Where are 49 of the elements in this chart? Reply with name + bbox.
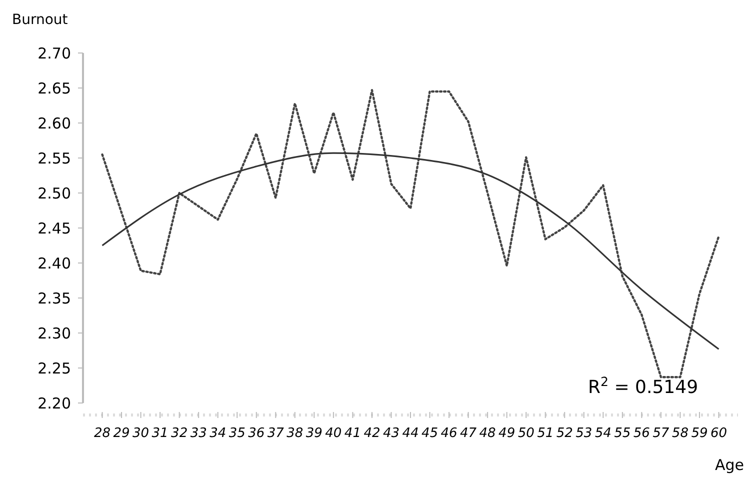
y-tick-label: 2.65 — [38, 79, 71, 98]
x-tick-label: 31 — [152, 426, 168, 441]
y-tick-label: 2.45 — [38, 219, 71, 238]
y-tick-label: 2.30 — [38, 324, 71, 342]
line-series — [101, 89, 720, 378]
x-tick-label: 43 — [382, 426, 400, 441]
x-tick-label: 51 — [537, 426, 554, 441]
annotation: R$^{2}$ = 0.5149 — [588, 374, 698, 398]
x-tick-label: 46 — [440, 426, 458, 441]
y-tick-label: 2.55 — [38, 149, 71, 168]
x-tick-label: 47 — [460, 426, 478, 441]
y-tick-label: 2.25 — [38, 359, 71, 378]
y-tick-label: 2.40 — [38, 254, 71, 272]
x-tick-label: 33 — [190, 426, 207, 441]
y-tick-label: 2.20 — [38, 394, 71, 412]
x-tick-label: 50 — [518, 426, 534, 441]
x-tick-label: 39 — [306, 426, 322, 441]
line-series — [101, 152, 720, 350]
x-tick-label: 30 — [132, 426, 150, 441]
x-tick-label: 36 — [248, 426, 265, 441]
x-tick-label: 44 — [402, 426, 419, 441]
x-tick-label: 29 — [113, 426, 130, 441]
x-tick-label: 60 — [710, 426, 728, 441]
y-tick-label: 2.35 — [38, 289, 71, 308]
x-tick-label: 35 — [228, 426, 246, 441]
x-tick-label: 45 — [421, 426, 438, 441]
y-tick-label: 2.60 — [38, 114, 71, 132]
x-tick-label: 42 — [364, 426, 380, 441]
x-tick-label: 57 — [652, 426, 670, 441]
x-axis-title: Age — [714, 456, 744, 474]
x-tick-label: 58 — [672, 426, 688, 441]
x-tick-label: 48 — [479, 426, 496, 441]
x-tick-label: 59 — [691, 426, 708, 441]
y-tick-label: 2.70 — [38, 44, 71, 62]
x-tick-label: 56 — [633, 426, 650, 441]
x-tick-label: 52 — [556, 426, 573, 441]
x-tick-label: 38 — [286, 426, 304, 441]
x-tick-label: 53 — [576, 426, 592, 441]
x-tick-label: 28 — [94, 426, 111, 441]
x-tick-label: 34 — [210, 426, 226, 441]
y-axis-title: Burnout — [12, 12, 68, 28]
x-tick-label: 55 — [614, 426, 631, 441]
x-tick-label: 54 — [594, 426, 612, 441]
x-tick-label: 49 — [498, 426, 516, 441]
y-tick-label: 2.50 — [38, 184, 71, 202]
x-tick-label: 40 — [325, 426, 342, 441]
x-tick-label: 37 — [267, 426, 285, 441]
x-tick-label: 41 — [344, 426, 361, 441]
x-tick-label: 32 — [171, 426, 188, 441]
